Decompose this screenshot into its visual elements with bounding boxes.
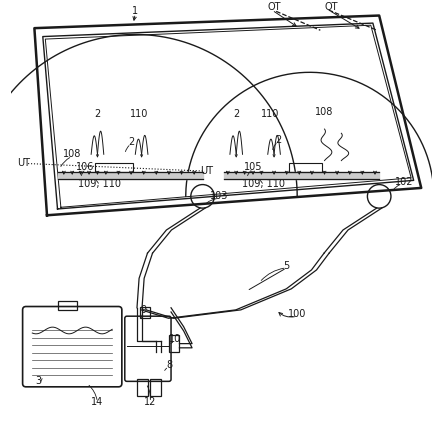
Text: 109, 110: 109, 110 (78, 179, 121, 189)
Text: 103: 103 (210, 191, 229, 201)
Bar (169, 335, 179, 352)
Text: 100: 100 (288, 309, 307, 319)
Text: 12: 12 (144, 398, 156, 407)
Text: 5: 5 (284, 261, 290, 271)
Bar (58, 301, 77, 310)
Text: 109, 110: 109, 110 (242, 179, 285, 189)
Text: 14: 14 (91, 398, 104, 407)
Bar (289, 163, 323, 172)
FancyBboxPatch shape (23, 306, 122, 387)
Text: UT: UT (200, 166, 213, 176)
Text: 110: 110 (130, 109, 149, 119)
Text: UT: UT (17, 158, 31, 168)
Bar (95, 163, 133, 172)
Text: 9: 9 (140, 305, 147, 315)
Bar (140, 306, 150, 318)
Bar (150, 379, 160, 396)
Text: 106: 106 (76, 162, 94, 172)
FancyBboxPatch shape (125, 316, 171, 381)
Text: 2: 2 (233, 109, 239, 119)
Text: 10: 10 (169, 334, 181, 344)
Text: 2: 2 (275, 135, 281, 145)
Text: 1: 1 (132, 6, 138, 16)
Text: 2: 2 (128, 137, 134, 147)
Text: 102: 102 (395, 177, 414, 187)
Text: OT: OT (324, 2, 338, 12)
Text: 105: 105 (244, 162, 262, 172)
Text: 2: 2 (94, 109, 101, 119)
Text: 108: 108 (315, 107, 334, 117)
Bar (137, 379, 148, 396)
Text: 8: 8 (166, 360, 172, 370)
Text: 3: 3 (35, 376, 42, 387)
Text: 108: 108 (63, 149, 82, 159)
Text: 110: 110 (260, 109, 279, 119)
Text: OT: OT (267, 2, 281, 12)
